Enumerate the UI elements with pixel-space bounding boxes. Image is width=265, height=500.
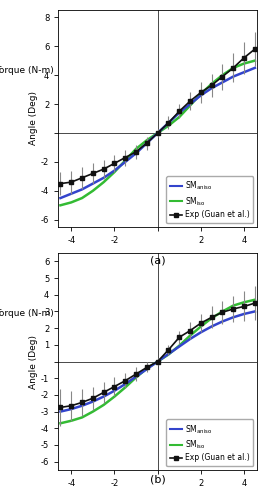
Text: Torque (N-m): Torque (N-m) — [0, 310, 54, 318]
Legend: SM$_{\mathregular{aniso}}$, SM$_{\mathregular{iso}}$, Exp (Guan et al.): SM$_{\mathregular{aniso}}$, SM$_{\mathre… — [166, 176, 253, 223]
Y-axis label: Angle (Deg): Angle (Deg) — [29, 92, 38, 146]
Text: Torque (N-m): Torque (N-m) — [0, 66, 54, 76]
Y-axis label: Angle (Deg): Angle (Deg) — [29, 334, 38, 388]
Text: (b): (b) — [150, 475, 166, 485]
Legend: SM$_{\mathregular{aniso}}$, SM$_{\mathregular{iso}}$, Exp (Guan et al.): SM$_{\mathregular{aniso}}$, SM$_{\mathre… — [166, 419, 253, 466]
Text: (a): (a) — [150, 256, 165, 266]
